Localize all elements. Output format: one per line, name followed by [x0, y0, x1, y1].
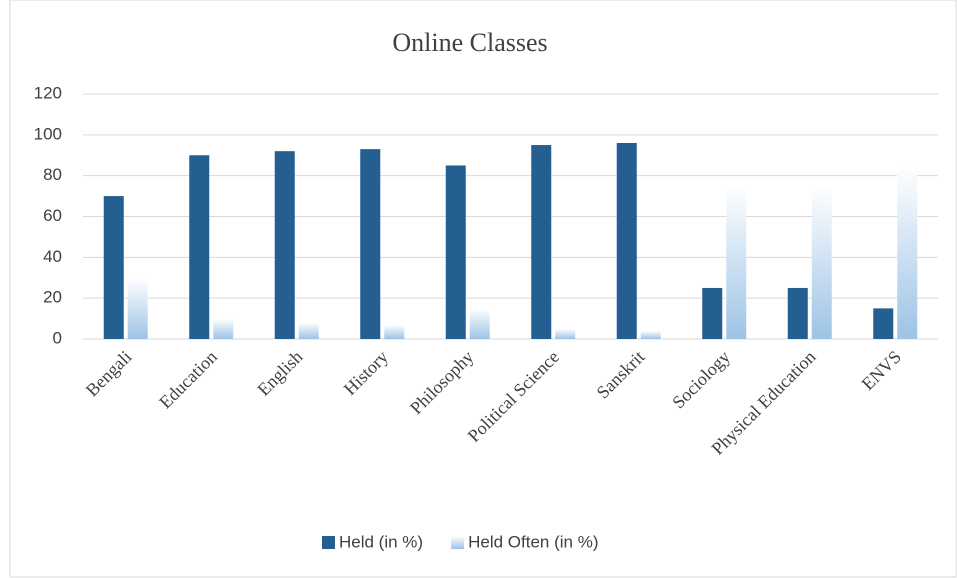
bar — [360, 149, 381, 339]
bar — [787, 287, 808, 339]
bar — [555, 328, 576, 339]
bar — [702, 287, 723, 339]
chart-title: Online Classes — [392, 28, 547, 57]
legend-swatch — [322, 536, 335, 549]
bar — [811, 185, 832, 339]
bar — [445, 165, 466, 339]
bar — [274, 151, 295, 339]
bar — [469, 308, 490, 339]
bar — [213, 318, 234, 339]
y-tick-label: 120 — [34, 83, 62, 102]
y-tick-label: 100 — [34, 124, 62, 143]
bar — [298, 322, 319, 339]
y-tick-label: 0 — [53, 328, 62, 347]
y-tick-label: 40 — [43, 247, 62, 266]
bar — [726, 185, 747, 339]
bar — [103, 196, 124, 339]
bar — [189, 155, 210, 339]
bar — [127, 277, 148, 339]
y-tick-label: 60 — [43, 206, 62, 225]
legend-swatch — [451, 536, 465, 549]
y-tick-label: 80 — [43, 165, 62, 184]
bar — [384, 324, 405, 339]
bar — [640, 330, 661, 339]
legend-label: Held Often (in %) — [468, 532, 598, 551]
bar — [897, 165, 918, 339]
legend-label: Held (in %) — [339, 532, 423, 551]
y-tick-label: 20 — [43, 288, 62, 307]
bar — [873, 308, 894, 339]
bar — [531, 145, 552, 339]
bar — [616, 143, 637, 339]
